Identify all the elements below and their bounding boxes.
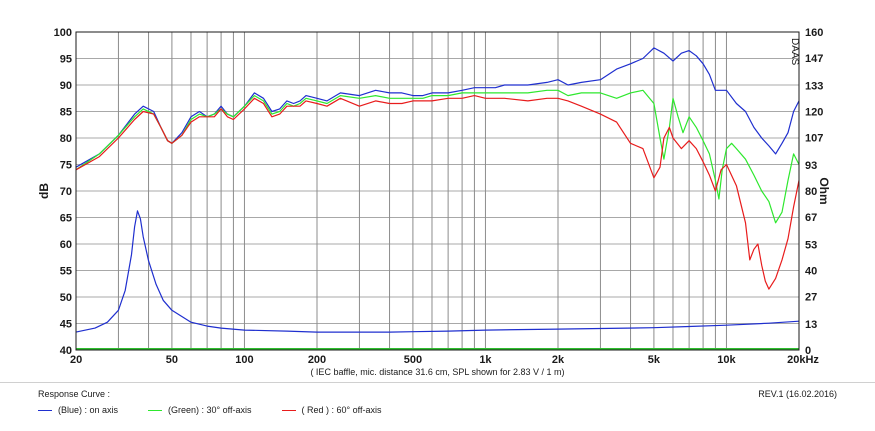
y2-tick-label: 107: [805, 132, 823, 144]
x-tick-label: 5k: [648, 354, 661, 366]
x-tick-label: 500: [404, 354, 422, 366]
y-tick-label: 70: [60, 186, 72, 198]
x-tick-label: 10k: [717, 354, 736, 366]
x-tick-label: 20: [70, 354, 82, 366]
y2-tick-label: 160: [805, 27, 823, 39]
legend-label-on-axis: (Blue) : on axis: [58, 405, 119, 415]
legend: (Blue) : on axis (Green) : 30° off-axis …: [38, 405, 381, 415]
x-tick-label: 2k: [552, 354, 565, 366]
y-tick-label: 80: [60, 133, 72, 145]
legend-label-60-off-axis: ( Red ) : 60° off-axis: [301, 405, 382, 415]
x-tick-label: 100: [235, 354, 253, 366]
y2-tick-label: 53: [805, 240, 817, 252]
legend-swatch-blue: [38, 409, 52, 411]
y2-tick-label: 120: [805, 107, 823, 119]
y-tick-label: 65: [60, 213, 72, 225]
legend-item-on-axis: (Blue) : on axis: [38, 405, 118, 415]
measurement-note: ( IEC baffle, mic. distance 31.6 cm, SPL…: [310, 367, 564, 377]
y2-tick-label: 80: [805, 186, 817, 198]
y2-tick-label: 13: [805, 319, 817, 331]
grid-lines: [76, 32, 799, 350]
brand-watermark: DAAS: [789, 38, 800, 66]
y2-axis-title-ohm: Ohm: [817, 177, 831, 204]
y-tick-label: 45: [60, 319, 72, 331]
y-tick-label: 85: [60, 107, 72, 119]
legend-label-30-off-axis: (Green) : 30° off-axis: [168, 405, 252, 415]
response-curve-caption: Response Curve :: [38, 389, 111, 399]
x-tick-label: 20kHz: [787, 354, 819, 366]
y-tick-label: 100: [54, 27, 72, 39]
y-tick-label: 75: [60, 160, 72, 172]
y2-tick-label: 133: [805, 81, 823, 93]
x-tick-label: 200: [308, 354, 326, 366]
y-axis-title-db: dB: [37, 183, 51, 199]
legend-swatch-red: [281, 409, 296, 411]
series-line-off-30: [75, 89, 800, 224]
legend-swatch-green: [148, 409, 163, 411]
y-tick-label: 40: [60, 345, 72, 357]
y2-tick-label: 147: [805, 53, 823, 65]
y-tick-label: 95: [60, 54, 72, 66]
y2-tick-label: 93: [805, 160, 817, 172]
y2-tick-label: 40: [805, 266, 817, 278]
y2-tick-label: 67: [805, 212, 817, 224]
y2-tick-label: 27: [805, 291, 817, 303]
y-tick-label: 60: [60, 239, 72, 251]
x-tick-label: 50: [166, 354, 178, 366]
frequency-response-chart: 100 95 90 85 80 75 70 65 60 55 50 45 40 160 147 133 120 1…: [37, 27, 831, 377]
series-line-off-60: [75, 95, 800, 290]
plot-frame: [75, 31, 800, 351]
y-tick-label: 90: [60, 80, 72, 92]
series-line-impedance: [75, 210, 800, 333]
x-tick-label: 1k: [479, 354, 492, 366]
revision-label: REV.1 (16.02.2016): [758, 389, 837, 399]
series-layer: [75, 47, 800, 333]
chart-footer: Response Curve : REV.1 (16.02.2016) (Blu…: [0, 382, 875, 431]
y-tick-label: 50: [60, 292, 72, 304]
tick-labels: 100 95 90 85 80 75 70 65 60 55 50 45 40 160 147 133 120 1…: [54, 27, 824, 366]
y-tick-label: 55: [60, 266, 72, 278]
y2-tick-label: 0: [805, 345, 811, 357]
legend-item-60-off-axis: ( Red ) : 60° off-axis: [281, 405, 382, 415]
series-line-on-axis: [75, 47, 800, 168]
legend-item-30-off-axis: (Green) : 30° off-axis: [148, 405, 252, 415]
